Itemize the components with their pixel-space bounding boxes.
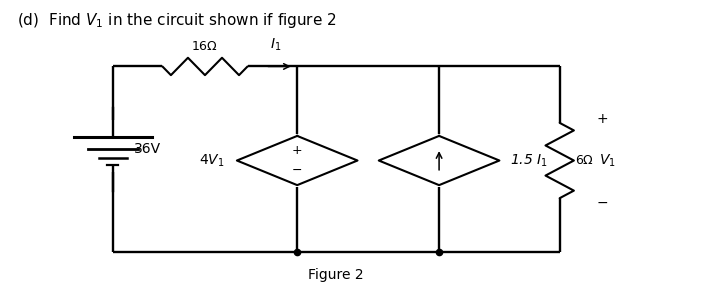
Text: +: +	[596, 112, 608, 126]
Text: $V_1$: $V_1$	[598, 152, 616, 169]
Text: +: +	[292, 144, 302, 157]
Text: $I_1$: $I_1$	[270, 37, 282, 53]
Text: −: −	[596, 196, 608, 209]
Text: $4V_1$: $4V_1$	[199, 152, 224, 169]
Text: 1.5 $I_1$: 1.5 $I_1$	[510, 152, 548, 169]
Text: (d)  Find $V_1$ in the circuit shown if figure 2: (d) Find $V_1$ in the circuit shown if f…	[17, 12, 337, 30]
Text: −: −	[292, 164, 302, 177]
Text: Figure 2: Figure 2	[308, 268, 364, 282]
Text: 36V: 36V	[134, 142, 161, 156]
Text: 6$\Omega$: 6$\Omega$	[576, 154, 594, 167]
Text: 16$\Omega$: 16$\Omega$	[192, 40, 219, 53]
